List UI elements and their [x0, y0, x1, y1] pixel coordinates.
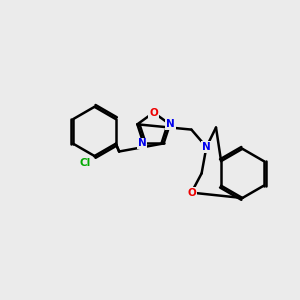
Text: N: N — [166, 119, 175, 129]
Text: N: N — [138, 138, 146, 148]
Text: N: N — [202, 142, 211, 152]
Text: O: O — [149, 107, 158, 118]
Text: O: O — [187, 188, 196, 198]
Text: Cl: Cl — [80, 158, 91, 168]
